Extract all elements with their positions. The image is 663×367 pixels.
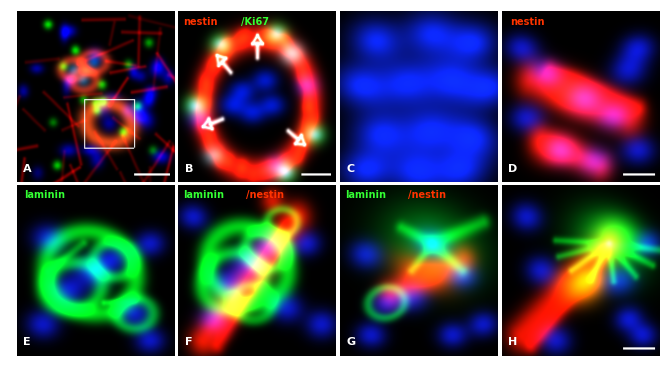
Text: A: A bbox=[23, 164, 32, 174]
Text: G: G bbox=[347, 337, 355, 347]
Text: /nestin: /nestin bbox=[408, 190, 446, 200]
Text: B: B bbox=[185, 164, 193, 174]
Text: nestin: nestin bbox=[510, 17, 544, 26]
Text: F: F bbox=[185, 337, 192, 347]
Text: nestin: nestin bbox=[183, 17, 217, 26]
Text: laminin: laminin bbox=[345, 190, 386, 200]
Text: D: D bbox=[509, 164, 517, 174]
Text: /Ki67: /Ki67 bbox=[241, 17, 269, 26]
Text: laminin: laminin bbox=[25, 190, 66, 200]
Text: laminin: laminin bbox=[183, 190, 224, 200]
Text: C: C bbox=[347, 164, 355, 174]
Text: H: H bbox=[509, 337, 517, 347]
Text: /nestin: /nestin bbox=[246, 190, 284, 200]
Text: E: E bbox=[23, 337, 30, 347]
